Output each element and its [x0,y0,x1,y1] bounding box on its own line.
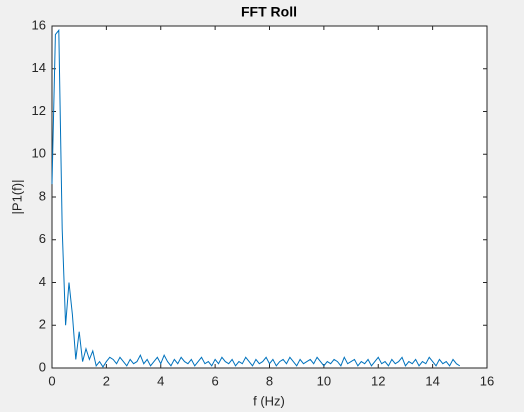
x-axis-label: f (Hz) [253,393,285,408]
y-tick-label: 16 [32,17,46,32]
x-tick-label: 0 [48,373,55,388]
y-tick-label: 2 [39,317,46,332]
axes-box [51,25,488,369]
x-tick-label: 2 [103,373,110,388]
y-tick-label: 4 [39,274,46,289]
y-tick-label: 10 [32,146,46,161]
x-tick-label: 10 [317,373,331,388]
y-tick-label: 14 [32,60,46,75]
x-tick-label: 8 [266,373,273,388]
x-tick-label: 6 [212,373,219,388]
x-tick-label: 16 [480,373,494,388]
chart-title: FFT Roll [241,4,297,20]
y-tick-label: 12 [32,103,46,118]
y-axis-label: |P1(f)| [9,180,24,215]
y-tick-label: 8 [39,188,46,203]
x-tick-label: 4 [157,373,164,388]
y-tick-label: 6 [39,231,46,246]
plot-area [52,26,487,368]
x-tick-label: 12 [371,373,385,388]
x-tick-label: 14 [425,373,439,388]
y-tick-label: 0 [39,359,46,374]
data-line [51,28,461,368]
